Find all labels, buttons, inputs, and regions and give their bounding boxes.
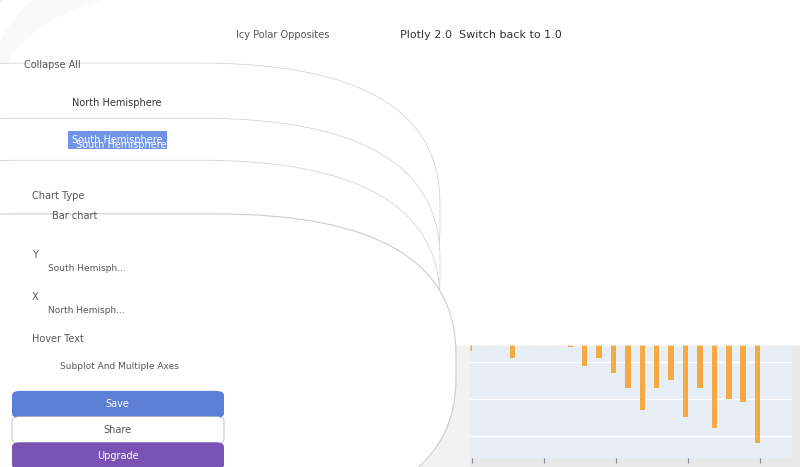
Text: Icy Polar Opposites: Icy Polar Opposites [236,30,330,40]
Bar [645,263,650,289]
Text: Plotly 2.0  Switch back to 1.0: Plotly 2.0 Switch back to 1.0 [400,30,562,40]
Bar [567,289,573,347]
Bar [486,289,492,302]
Bar [285,289,290,293]
Bar [515,289,521,304]
Bar [458,289,463,299]
Text: X: X [32,291,38,302]
Text: Share: Share [103,425,132,435]
Bar [472,289,478,292]
Bar [366,289,371,296]
Text: Subplot And Multiple Axes: Subplot And Multiple Axes [60,362,179,371]
Bar [501,289,506,294]
Text: Y: Y [32,249,38,260]
Bar [698,289,702,388]
Bar [265,289,270,303]
Bar [558,281,564,289]
Bar [510,289,515,358]
Bar [616,287,622,289]
Bar [654,289,659,388]
Bar [717,281,722,289]
Bar [530,289,535,296]
Bar [538,289,544,344]
Bar [452,289,458,318]
Bar [746,207,751,289]
Bar [669,289,674,381]
Bar [659,259,665,289]
Text: Bar chart: Bar chart [52,211,98,221]
Bar [587,268,593,289]
Legend: North Hemisphere, South Hemisphere: North Hemisphere, South Hemisphere [650,198,786,235]
Bar [760,234,766,289]
Bar [414,289,420,302]
Bar [674,287,679,289]
Text: South Hemisphere: South Hemisphere [72,135,162,145]
Bar [351,289,357,299]
Text: Collapse All: Collapse All [24,60,81,71]
Bar [610,289,616,373]
Y-axis label: Difference from 1979 (10^6 sq km): Difference from 1979 (10^6 sq km) [183,224,194,423]
Text: Save: Save [106,399,130,410]
Bar [553,289,558,336]
Bar [380,289,386,294]
Bar [602,265,607,289]
Text: Upgrade: Upgrade [97,451,138,461]
Bar [438,289,443,304]
Bar [400,289,406,296]
Bar [712,289,717,428]
Bar [625,289,630,388]
Bar [270,289,276,308]
Text: North Hemisphere: North Hemisphere [72,98,162,108]
Text: South Hemisphere: South Hemisphere [76,140,166,150]
Bar [770,289,774,292]
Bar [443,289,449,304]
Bar [582,289,587,366]
Bar [481,289,486,302]
Bar [683,289,688,417]
Bar [755,289,760,443]
Bar [630,246,636,289]
Bar [394,289,400,292]
Bar [337,289,342,297]
Bar [342,289,348,296]
Bar [544,283,550,289]
Bar [409,289,414,297]
Bar [423,289,429,296]
Bar [466,289,472,351]
Bar [314,289,319,309]
Bar [386,289,391,299]
Text: Hover Text: Hover Text [32,333,84,344]
Bar [328,289,334,330]
Bar [294,289,299,292]
Bar [357,289,362,307]
Bar [322,289,328,294]
Bar [702,263,708,289]
Bar [429,289,434,303]
Bar [731,226,737,289]
Text: North Hemisph...: North Hemisph... [48,305,125,315]
Bar [573,280,578,289]
Bar [279,280,285,289]
Text: Chart Type: Chart Type [32,191,84,201]
Bar [524,289,530,317]
Bar [299,289,305,304]
Bar [371,289,377,299]
Title: Sea Ice Extent - Difference from 1979: Sea Ice Extent - Difference from 1979 [370,166,658,181]
Bar [256,289,262,322]
Bar [688,289,694,299]
Bar [308,289,314,306]
Text: South Hemisph...: South Hemisph... [48,263,126,273]
Bar [741,289,746,403]
Bar [726,289,731,399]
Bar [774,289,780,324]
Bar [495,289,501,311]
Bar [596,289,602,358]
Bar [640,289,645,410]
